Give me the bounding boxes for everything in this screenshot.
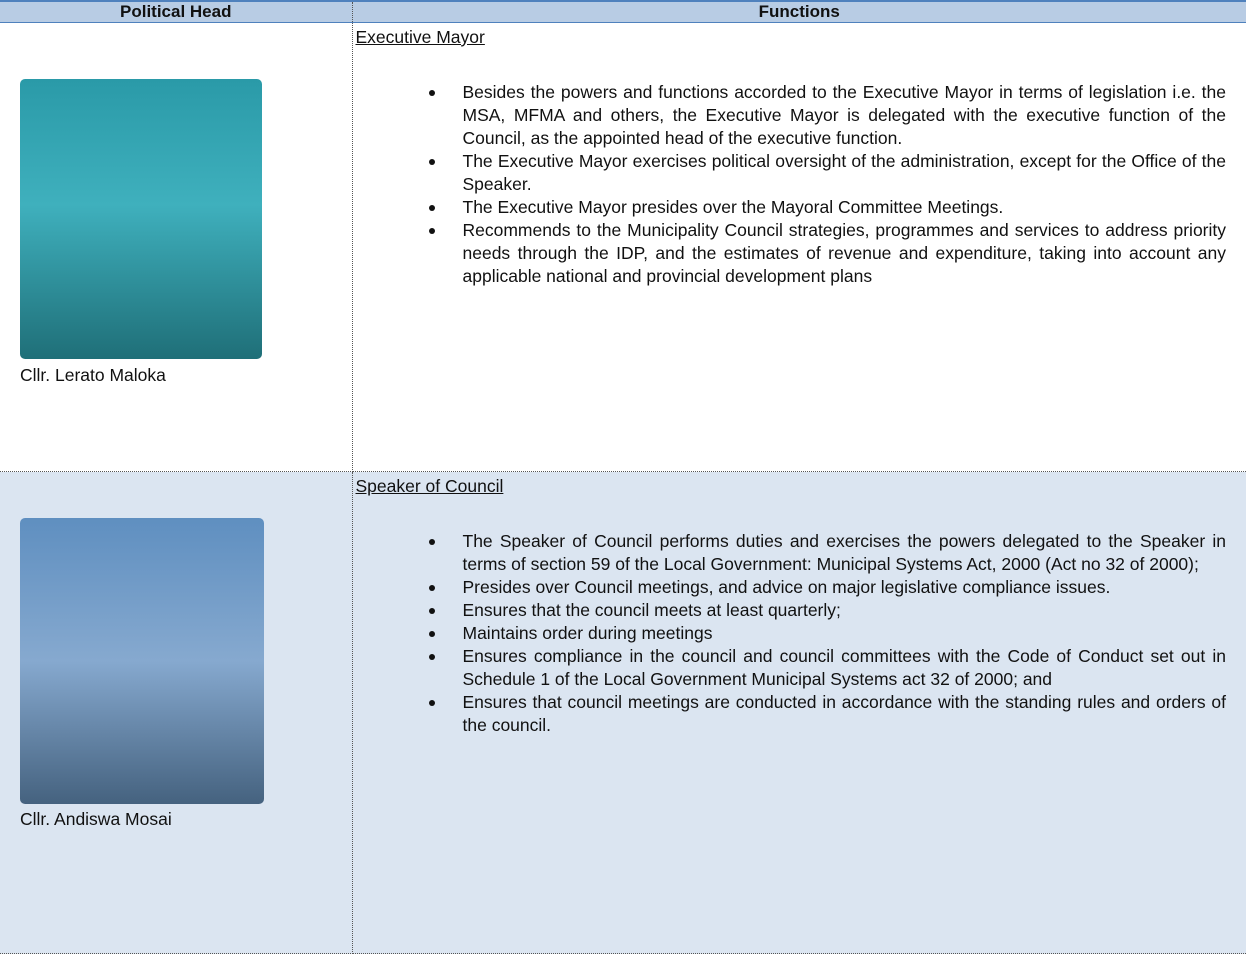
table-row: Cllr. Andiswa Mosai Speaker of Council The… <box>0 472 1246 954</box>
table-row: Cllr. Lerato Maloka Executive Mayor Beside… <box>0 23 1246 472</box>
political-head-cell: Cllr. Lerato Maloka <box>0 23 352 472</box>
function-item: The Speaker of Council performs duties a… <box>463 530 1227 576</box>
function-item: The Executive Mayor exercises political … <box>463 150 1227 196</box>
role-title: Executive Mayor <box>356 27 1246 48</box>
function-item: Recommends to the Municipality Council s… <box>463 219 1227 288</box>
function-item: Besides the powers and functions accorde… <box>463 81 1227 150</box>
function-item: Maintains order during meetings <box>463 622 1227 645</box>
header-cell: Functions <box>352 1 1246 23</box>
header-cell: Political Head <box>0 1 352 23</box>
function-item: Ensures that council meetings are conduc… <box>463 691 1227 737</box>
portrait-photo <box>20 79 262 359</box>
header-row: Political Head Functions <box>0 1 1246 23</box>
functions-cell: Speaker of Council The Speaker of Council… <box>352 472 1246 954</box>
functions-cell: Executive Mayor Besides the powers and fu… <box>352 23 1246 472</box>
head-name: Cllr. Lerato Maloka <box>20 365 166 386</box>
table-body: Cllr. Lerato Maloka Executive Mayor Beside… <box>0 23 1246 954</box>
function-item: Ensures that the council meets at least … <box>463 599 1227 622</box>
function-list: The Speaker of Council performs duties a… <box>353 530 1227 737</box>
cell-content: Cllr. Andiswa Mosai <box>0 472 352 953</box>
head-name: Cllr. Andiswa Mosai <box>20 809 172 830</box>
political-head-cell: Cllr. Andiswa Mosai <box>0 472 352 954</box>
function-item: Ensures compliance in the council and co… <box>463 645 1227 691</box>
role-title: Speaker of Council <box>356 476 1246 497</box>
function-list: Besides the powers and functions accorde… <box>353 81 1227 288</box>
cell-content: Cllr. Lerato Maloka <box>0 23 352 471</box>
function-item: The Executive Mayor presides over the Ma… <box>463 196 1227 219</box>
portrait-photo <box>20 518 264 804</box>
function-item: Presides over Council meetings, and advi… <box>463 576 1227 599</box>
